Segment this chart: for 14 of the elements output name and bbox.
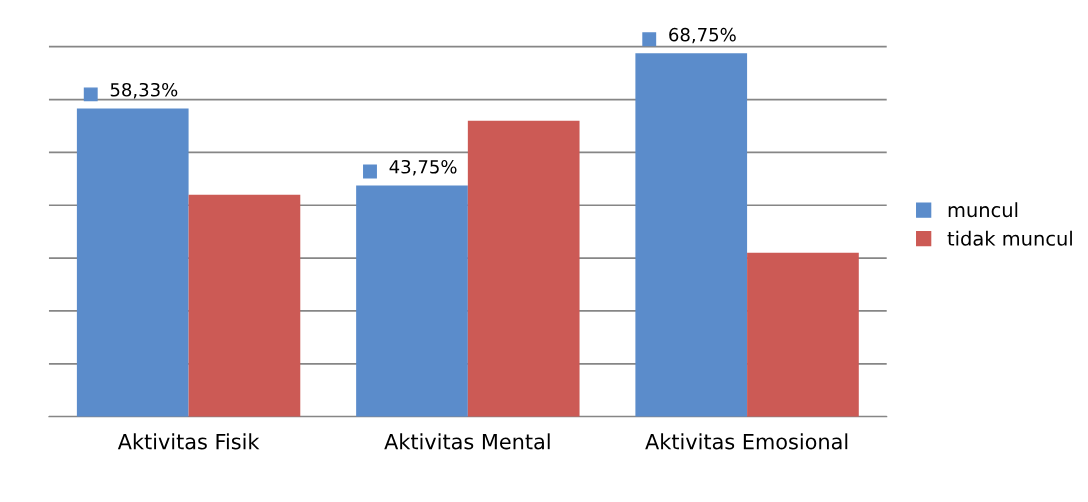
bar — [747, 252, 859, 417]
bar — [467, 120, 580, 417]
legend-label: tidak muncul — [947, 230, 1072, 246]
bar — [76, 108, 189, 417]
bar — [635, 53, 748, 417]
data-label: 58,33% — [110, 82, 178, 99]
x-tick-label: Aktivitas Fisik — [117, 433, 260, 450]
x-tick-label: Aktivitas Emosional — [645, 433, 848, 450]
data-label: 43,75% — [389, 159, 457, 176]
bar — [188, 194, 301, 417]
bar — [356, 185, 468, 417]
x-tick-label: Aktivitas Mental — [384, 433, 550, 450]
legend-label: muncul — [948, 202, 1018, 218]
data-label: 68,75% — [669, 27, 736, 44]
